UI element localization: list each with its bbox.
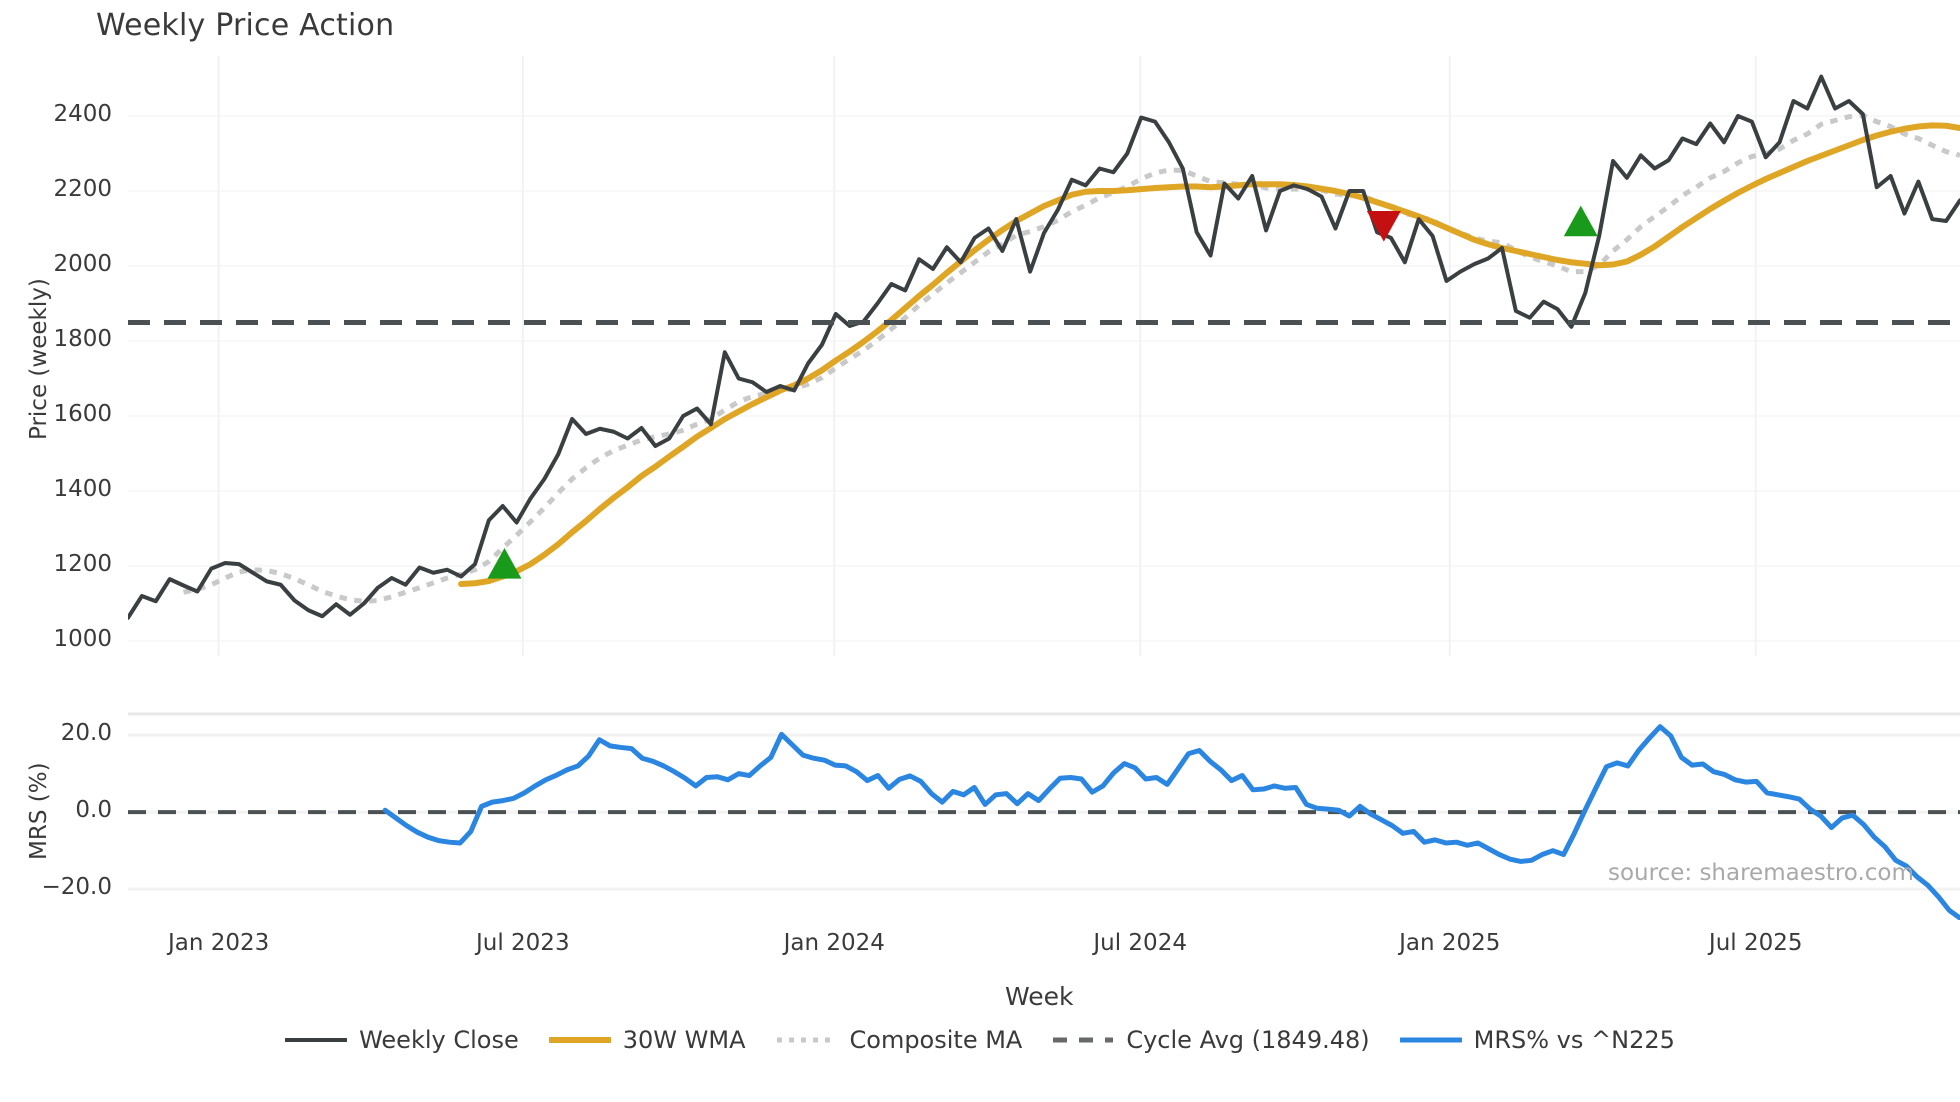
legend-swatch-dashed-icon xyxy=(1052,1030,1114,1050)
buy-marker xyxy=(1563,205,1598,237)
mrs-y-tick: −20.0 xyxy=(41,874,112,901)
chart-legend: Weekly Close 30W WMA Composite MA Cycle Avg… xyxy=(0,1026,1960,1054)
legend-label: Cycle Avg (1849.48) xyxy=(1126,1026,1370,1054)
price-y-tick: 1800 xyxy=(53,326,112,352)
legend-item[interactable]: Weekly Close xyxy=(285,1026,519,1054)
x-tick: Jul 2023 xyxy=(475,930,570,956)
x-tick: Jul 2025 xyxy=(1708,930,1803,956)
price-y-tick: 2000 xyxy=(53,251,112,277)
price-y-tick: 1400 xyxy=(53,476,112,502)
price-y-tick: 2400 xyxy=(53,101,112,127)
page-title: Weekly Price Action xyxy=(96,8,395,43)
legend-label: Composite MA xyxy=(849,1026,1023,1054)
legend-item[interactable]: MRS% vs ^N225 xyxy=(1399,1026,1675,1054)
x-tick: Jul 2024 xyxy=(1093,930,1187,956)
legend-label: MRS% vs ^N225 xyxy=(1473,1026,1675,1054)
mrs-y-tick: 20.0 xyxy=(60,720,112,747)
legend-swatch-solid-icon xyxy=(285,1030,348,1050)
sell-marker xyxy=(1366,211,1401,242)
legend-swatch-solid-icon xyxy=(1399,1030,1462,1050)
price-y-tick: 1600 xyxy=(53,401,112,427)
price-plot xyxy=(128,56,1960,656)
x-tick: Jan 2024 xyxy=(783,930,885,956)
x-tick: Jan 2025 xyxy=(1399,930,1501,956)
buy-marker xyxy=(487,547,522,579)
legend-item[interactable]: Composite MA xyxy=(776,1026,1023,1054)
mrs-y-tick: 0.0 xyxy=(75,797,112,824)
legend-label: Weekly Close xyxy=(359,1026,519,1054)
legend-label: 30W WMA xyxy=(622,1026,746,1054)
price-chart-panel xyxy=(128,56,1960,656)
x-axis-label: Week xyxy=(1005,982,1074,1011)
source-watermark: source: sharemaestro.com xyxy=(1608,860,1914,886)
price-y-tick: 1000 xyxy=(53,626,112,652)
legend-swatch-solid-icon xyxy=(548,1030,611,1050)
legend-item[interactable]: 30W WMA xyxy=(548,1026,746,1054)
price-y-tick: 2200 xyxy=(53,176,112,202)
mrs-plot xyxy=(128,712,1960,920)
x-tick: Jan 2023 xyxy=(168,930,270,956)
price-y-tick: 1200 xyxy=(53,551,112,577)
legend-item[interactable]: Cycle Avg (1849.48) xyxy=(1052,1026,1370,1054)
mrs-chart-panel xyxy=(128,712,1960,920)
legend-swatch-dotted-icon xyxy=(776,1030,838,1050)
